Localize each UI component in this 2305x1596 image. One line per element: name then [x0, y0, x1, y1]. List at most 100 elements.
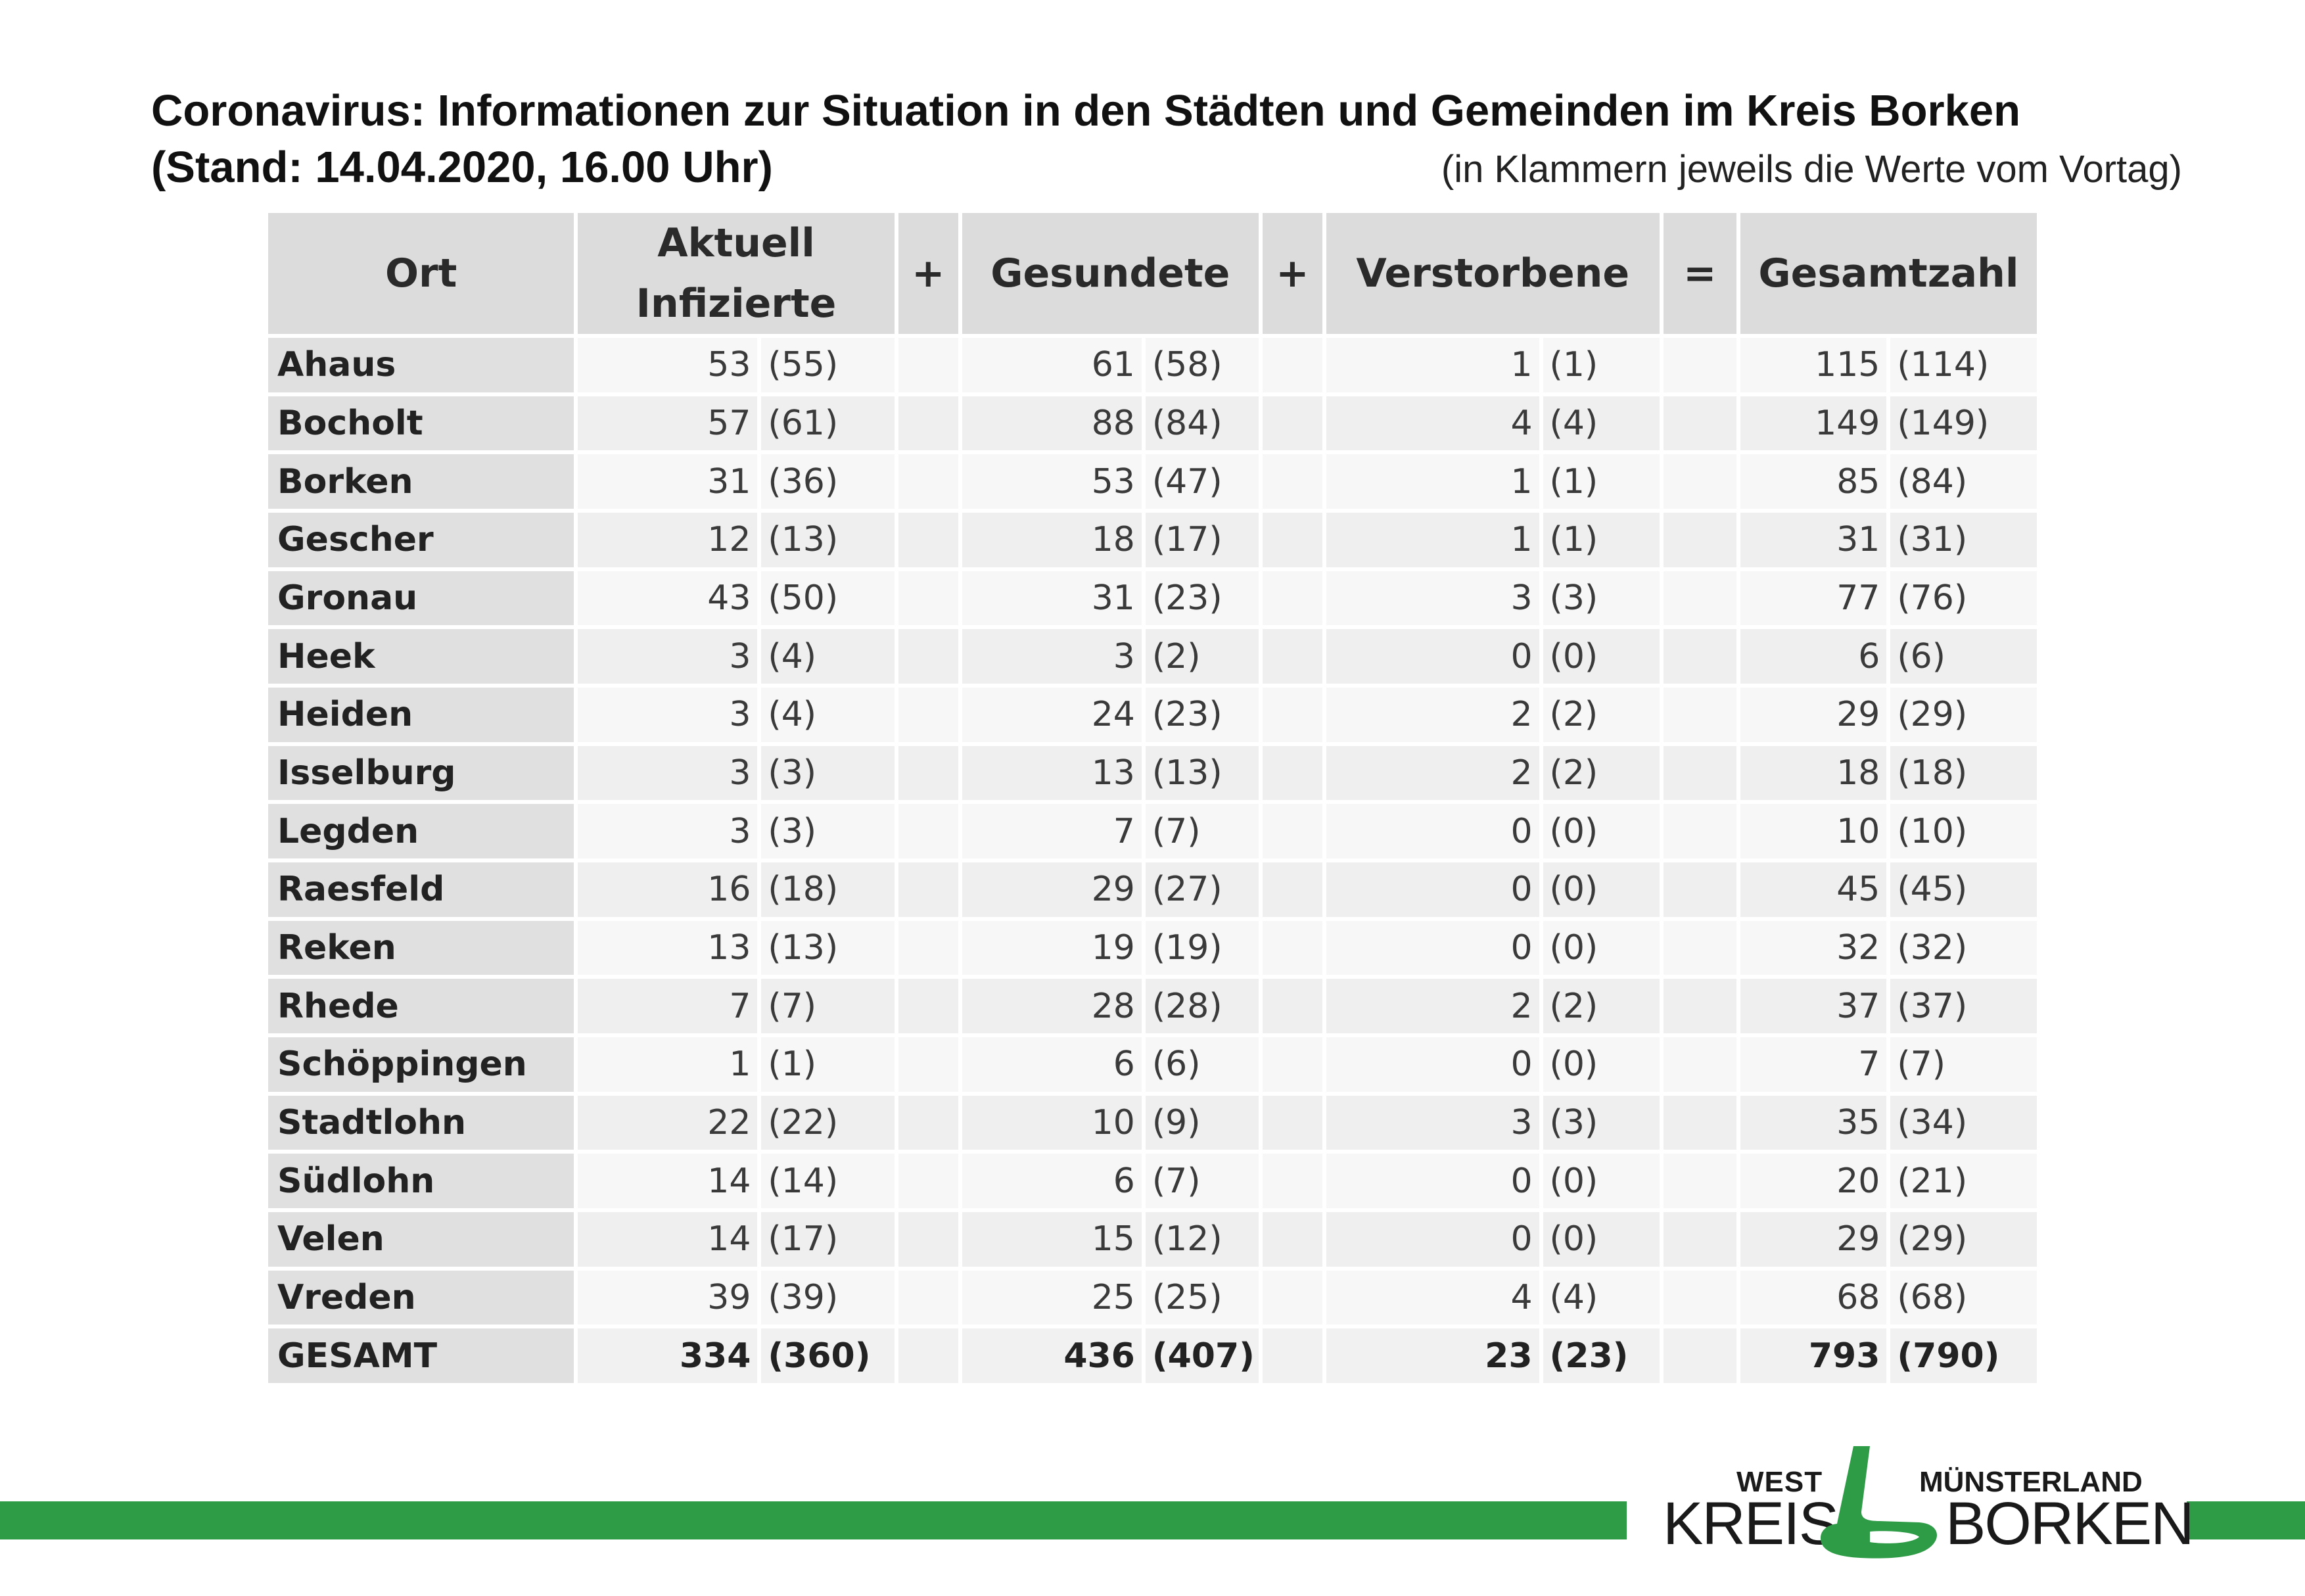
- cell-ort: Rhede: [268, 979, 574, 1033]
- cell-gesundete-vortag: (13): [1145, 745, 1259, 801]
- cell-spacer: [1262, 571, 1322, 626]
- cell-gesamtzahl-vortag: (790): [1890, 1328, 2037, 1383]
- cell-verstorbene-vortag: (1): [1543, 454, 1660, 509]
- table-row: Rhede 7 (7) 28 (28) 2 (2) 37 (37): [268, 979, 2037, 1033]
- cell-infizierte-vortag: (61): [761, 396, 895, 451]
- cell-gesundete-vortag: (7): [1145, 1154, 1259, 1208]
- cell-gesundete: 19: [962, 920, 1142, 975]
- cell-ort: Heek: [268, 629, 574, 684]
- cell-ort: Legden: [268, 804, 574, 858]
- cell-infizierte: 39: [578, 1270, 758, 1325]
- table-header-row: Ort Aktuell Infizierte + Gesundete + Ver…: [268, 213, 2037, 334]
- cell-spacer: [1262, 804, 1322, 858]
- cell-spacer: [1663, 687, 1736, 742]
- cell-verstorbene-vortag: (3): [1543, 571, 1660, 626]
- cell-spacer: [898, 571, 958, 626]
- cell-ort: Schöppingen: [268, 1037, 574, 1092]
- cell-spacer: [1663, 396, 1736, 451]
- cell-infizierte-vortag: (50): [761, 571, 895, 626]
- cell-gesundete: 18: [962, 512, 1142, 567]
- cell-spacer: [1262, 979, 1322, 1033]
- table-row: Gronau 43 (50) 31 (23) 3 (3) 77 (76): [268, 571, 2037, 626]
- cell-gesamtzahl: 68: [1740, 1270, 1887, 1325]
- cell-verstorbene: 4: [1326, 1270, 1539, 1325]
- cell-gesamtzahl: 18: [1740, 745, 1887, 801]
- cell-infizierte: 16: [578, 862, 758, 917]
- cell-gesamtzahl-vortag: (6): [1890, 629, 2037, 684]
- cell-gesundete-vortag: (23): [1145, 687, 1259, 742]
- title-date: (Stand: 14.04.2020, 16.00 Uhr): [151, 143, 773, 192]
- cell-spacer: [898, 1095, 958, 1150]
- cell-verstorbene-vortag: (0): [1543, 1037, 1660, 1092]
- cell-gesundete: 436: [962, 1328, 1142, 1383]
- green-footer-bar-left: [0, 1501, 1627, 1539]
- title-line-2-row: (Stand: 14.04.2020, 16.00 Uhr) (in Klamm…: [151, 139, 2182, 198]
- header-gesundete: Gesundete: [962, 213, 1259, 334]
- table-total-row: GESAMT 334 (360) 436 (407) 23 (23) 793 (790): [268, 1328, 2037, 1383]
- cell-gesamtzahl: 85: [1740, 454, 1887, 509]
- cell-gesamtzahl: 29: [1740, 1211, 1887, 1267]
- cell-spacer: [898, 396, 958, 451]
- cell-spacer: [1663, 1211, 1736, 1267]
- cell-verstorbene-vortag: (1): [1543, 512, 1660, 567]
- cell-gesundete-vortag: (47): [1145, 454, 1259, 509]
- cell-gesundete-vortag: (407): [1145, 1328, 1259, 1383]
- cell-gesundete-vortag: (27): [1145, 862, 1259, 917]
- cell-verstorbene-vortag: (3): [1543, 1095, 1660, 1150]
- cell-gesundete-vortag: (17): [1145, 512, 1259, 567]
- cell-gesundete-vortag: (6): [1145, 1037, 1259, 1092]
- cell-spacer: [898, 920, 958, 975]
- cell-spacer: [898, 804, 958, 858]
- cell-ort: Südlohn: [268, 1154, 574, 1208]
- cell-spacer: [1663, 1270, 1736, 1325]
- cell-ort: Ahaus: [268, 338, 574, 392]
- table-row: Isselburg 3 (3) 13 (13) 2 (2) 18 (18): [268, 745, 2037, 801]
- cell-spacer: [1663, 745, 1736, 801]
- cell-infizierte-vortag: (14): [761, 1154, 895, 1208]
- cell-spacer: [1663, 512, 1736, 567]
- cell-gesamtzahl: 35: [1740, 1095, 1887, 1150]
- cell-gesundete: 61: [962, 338, 1142, 392]
- cell-infizierte: 334: [578, 1328, 758, 1383]
- cell-gesundete-vortag: (25): [1145, 1270, 1259, 1325]
- cell-ort: Bocholt: [268, 396, 574, 451]
- table-row: Legden 3 (3) 7 (7) 0 (0) 10 (10): [268, 804, 2037, 858]
- table-row: Raesfeld 16 (18) 29 (27) 0 (0) 45 (45): [268, 862, 2037, 917]
- table-row: Heiden 3 (4) 24 (23) 2 (2) 29 (29): [268, 687, 2037, 742]
- cell-spacer: [898, 1037, 958, 1092]
- cell-gesamtzahl: 37: [1740, 979, 1887, 1033]
- cell-gesamtzahl-vortag: (68): [1890, 1270, 2037, 1325]
- cell-spacer: [898, 512, 958, 567]
- cell-spacer: [1663, 1154, 1736, 1208]
- table-row: Schöppingen 1 (1) 6 (6) 0 (0) 7 (7): [268, 1037, 2037, 1092]
- cell-spacer: [1262, 1154, 1322, 1208]
- table-row: Ahaus 53 (55) 61 (58) 1 (1) 115 (114): [268, 338, 2037, 392]
- cell-infizierte-vortag: (18): [761, 862, 895, 917]
- table-row: Stadtlohn 22 (22) 10 (9) 3 (3) 35 (34): [268, 1095, 2037, 1150]
- cell-gesamtzahl: 7: [1740, 1037, 1887, 1092]
- cell-spacer: [898, 1154, 958, 1208]
- header-verstorbene: Verstorbene: [1326, 213, 1660, 334]
- cell-gesamtzahl: 6: [1740, 629, 1887, 684]
- title-line-1: Coronavirus: Informationen zur Situation…: [151, 86, 2021, 135]
- cell-infizierte-vortag: (39): [761, 1270, 895, 1325]
- cell-gesundete: 10: [962, 1095, 1142, 1150]
- cell-spacer: [1663, 1328, 1736, 1383]
- cell-infizierte-vortag: (22): [761, 1095, 895, 1150]
- cell-gesundete: 3: [962, 629, 1142, 684]
- cell-gesamtzahl-vortag: (10): [1890, 804, 2037, 858]
- cell-verstorbene-vortag: (0): [1543, 804, 1660, 858]
- header-gesamtzahl: Gesamtzahl: [1740, 213, 2037, 334]
- header-infizierte-line1: Aktuell: [657, 220, 815, 266]
- cell-verstorbene-vortag: (2): [1543, 979, 1660, 1033]
- cell-verstorbene-vortag: (2): [1543, 745, 1660, 801]
- logo-west-text: WEST: [1736, 1466, 1823, 1498]
- cell-ort: Reken: [268, 920, 574, 975]
- cell-spacer: [1663, 454, 1736, 509]
- cell-gesamtzahl-vortag: (37): [1890, 979, 2037, 1033]
- header-plus-1: +: [898, 213, 958, 334]
- cell-infizierte-vortag: (17): [761, 1211, 895, 1267]
- cell-spacer: [1663, 862, 1736, 917]
- cell-infizierte: 14: [578, 1154, 758, 1208]
- cell-gesundete: 7: [962, 804, 1142, 858]
